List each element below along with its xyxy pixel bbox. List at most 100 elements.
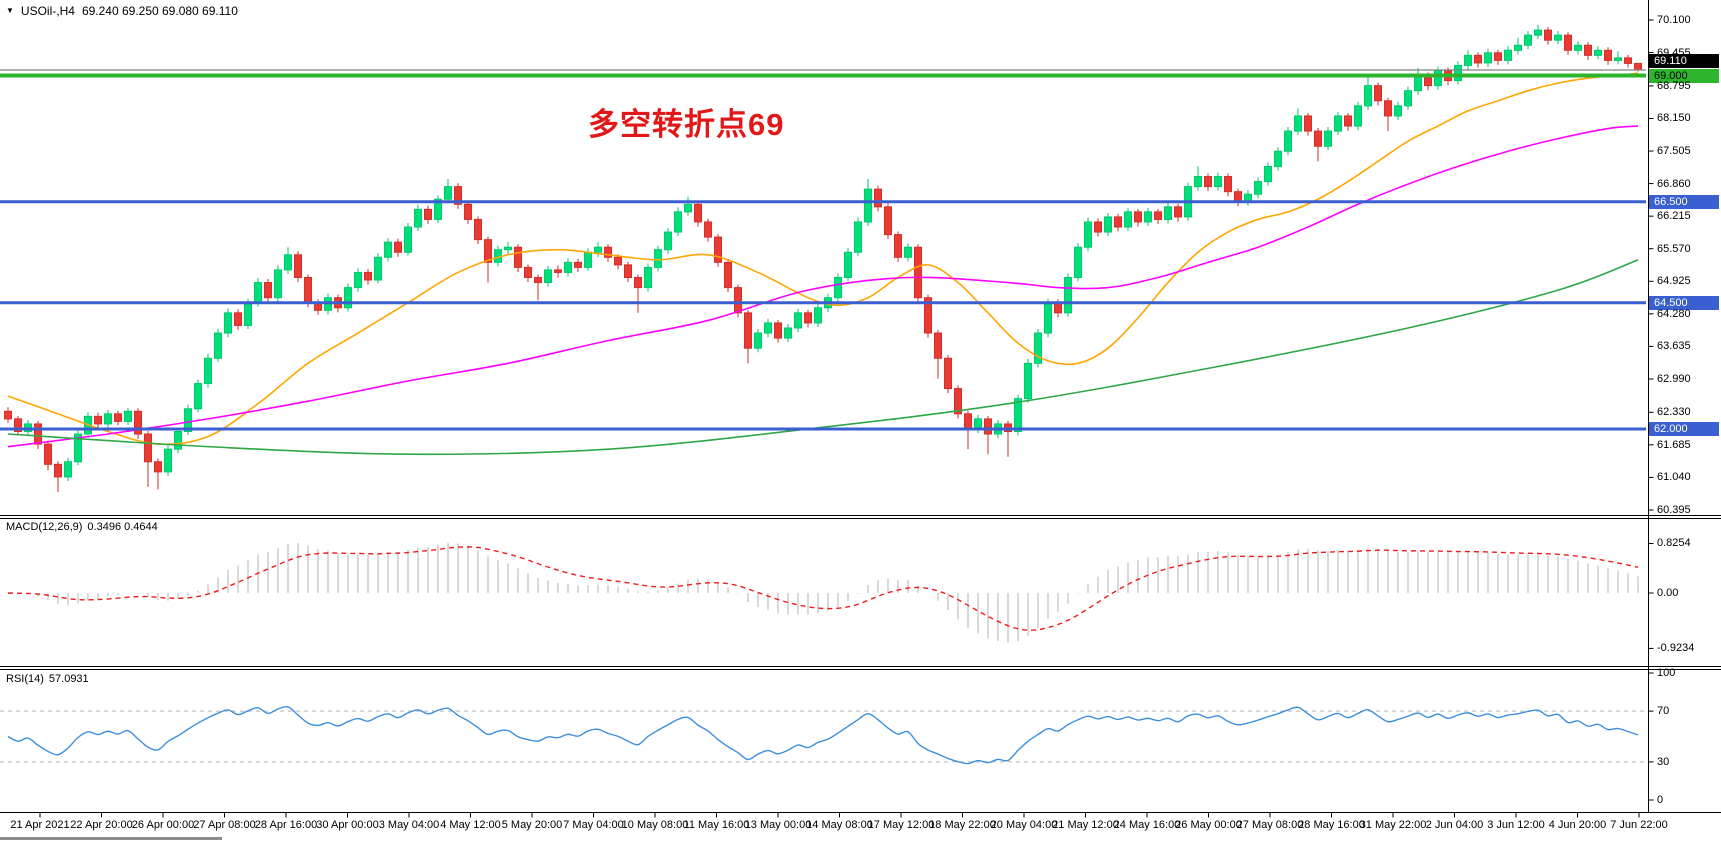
time-axis-label: 7 Jun 22:00	[1610, 819, 1668, 831]
time-axis-label: 24 May 16:00	[1113, 819, 1181, 831]
macd-values: 0.3496 0.4644	[87, 521, 158, 533]
candle-body	[174, 430, 182, 450]
candle-body	[424, 208, 432, 220]
time-axis-label: 4 Jun 20:00	[1548, 819, 1607, 831]
horizontal-scrollbar-thumb[interactable]	[0, 837, 222, 840]
candle-body	[1334, 115, 1342, 132]
rsi-axis-label: 30	[1657, 755, 1670, 768]
candle-body	[234, 312, 242, 326]
candle-body	[1574, 44, 1582, 51]
price-axis-label: 68.150	[1657, 112, 1691, 125]
candle-body	[504, 246, 512, 251]
time-axis-label: 14 May 08:00	[806, 819, 873, 831]
time-axis-label: 20 May 04:00	[990, 819, 1058, 831]
candle-body	[834, 276, 842, 299]
time-axis-label: 22 Apr 20:00	[70, 819, 133, 831]
candle-body	[1064, 276, 1072, 314]
candle-body	[1294, 115, 1302, 132]
symbol-dropdown-icon[interactable]: ▼	[6, 6, 14, 15]
candle-body	[1344, 115, 1352, 127]
candle-body	[1254, 181, 1262, 195]
time-axis-label: 11 May 16:00	[683, 819, 750, 831]
time-axis-label: 5 May 20:00	[501, 819, 563, 831]
rsi-label: RSI(14) 57.0931	[6, 673, 94, 685]
candle-body	[1404, 90, 1412, 107]
candle-body	[844, 251, 852, 278]
price-axis-label: 66.860	[1657, 177, 1691, 190]
candle-body	[814, 307, 822, 324]
candle-body	[1144, 211, 1152, 223]
candle-body	[74, 433, 82, 463]
candle-body	[764, 322, 772, 334]
candle-body	[1034, 332, 1042, 364]
candle-body	[444, 186, 452, 200]
rsi-axis-label: 70	[1657, 705, 1670, 718]
candle-body	[474, 218, 482, 241]
candle-body	[1104, 216, 1112, 233]
rsi-axis-label: 100	[1657, 667, 1676, 679]
candle-body	[404, 226, 412, 253]
level-price-label: 69.000	[1649, 68, 1719, 83]
macd-axis-label: -0.9234	[1657, 642, 1695, 655]
candle-body	[734, 287, 742, 314]
current-price-label: 69.110	[1649, 53, 1719, 68]
candle-body	[1614, 57, 1622, 61]
candle-body	[344, 287, 352, 309]
time-axis-label: 26 May 00:00	[1175, 819, 1242, 831]
candle-body	[1134, 211, 1142, 223]
time-axis-label: 17 May 12:00	[867, 819, 935, 831]
candle-body	[284, 254, 292, 271]
candle-body	[914, 246, 922, 299]
candle-body	[414, 208, 422, 228]
candle-body	[634, 276, 642, 289]
candle-body	[1624, 57, 1632, 64]
candle-body	[1524, 34, 1532, 46]
candle-body	[704, 221, 712, 238]
candle-body	[574, 261, 582, 268]
time-axis-label: 3 May 04:00	[378, 819, 440, 831]
candle-body	[594, 246, 602, 253]
candle-body	[114, 413, 122, 422]
candle-body	[224, 312, 232, 334]
candle-body	[1364, 85, 1372, 107]
candle-body	[1434, 69, 1442, 87]
candle-body	[1194, 176, 1202, 188]
candle-body	[394, 241, 402, 253]
price-axis-label: 60.395	[1657, 504, 1691, 516]
candle-body	[374, 256, 382, 281]
ma-fast-line	[7, 72, 1639, 446]
candle-body	[294, 254, 302, 278]
candle-body	[544, 269, 552, 284]
candle-body	[1464, 54, 1472, 66]
candle-body	[954, 388, 962, 415]
price-axis-label: 65.570	[1657, 242, 1691, 255]
candle-body	[514, 246, 522, 268]
candle-body	[144, 433, 152, 463]
candle-body	[1454, 64, 1462, 82]
candle-body	[264, 282, 272, 299]
candle-body	[14, 418, 22, 432]
candle-body	[1284, 130, 1292, 152]
rsi-line	[7, 705, 1639, 765]
time-axis-label: 21 May 12:00	[1052, 819, 1119, 831]
time-axis-label: 4 May 12:00	[440, 819, 501, 831]
price-axis-label: 69.455	[1657, 46, 1691, 59]
time-axis-label: 3 Jun 12:00	[1487, 819, 1545, 831]
candle-body	[974, 418, 982, 430]
level-price-label: 64.500	[1649, 295, 1719, 310]
price-axis-label: 63.635	[1657, 340, 1691, 353]
candle-body	[854, 221, 862, 253]
price-axis-label: 67.505	[1657, 145, 1691, 158]
time-axis-label: 2 Jun 04:00	[1425, 819, 1484, 831]
ohlc-values: 69.240 69.250 69.080 69.110	[81, 4, 238, 18]
symbol-info-bar: ▼ USOil-,H4 69.240 69.250 69.080 69.110	[6, 4, 238, 18]
macd-axis-label: 0.00	[1657, 587, 1679, 599]
candle-body	[184, 408, 192, 432]
candle-body	[1494, 52, 1502, 61]
price-axis-label: 61.685	[1657, 438, 1691, 451]
candle-body	[944, 357, 952, 390]
candle-body	[1374, 85, 1382, 102]
candle-body	[964, 413, 972, 430]
symbol-title: USOil-,H4	[20, 4, 75, 18]
